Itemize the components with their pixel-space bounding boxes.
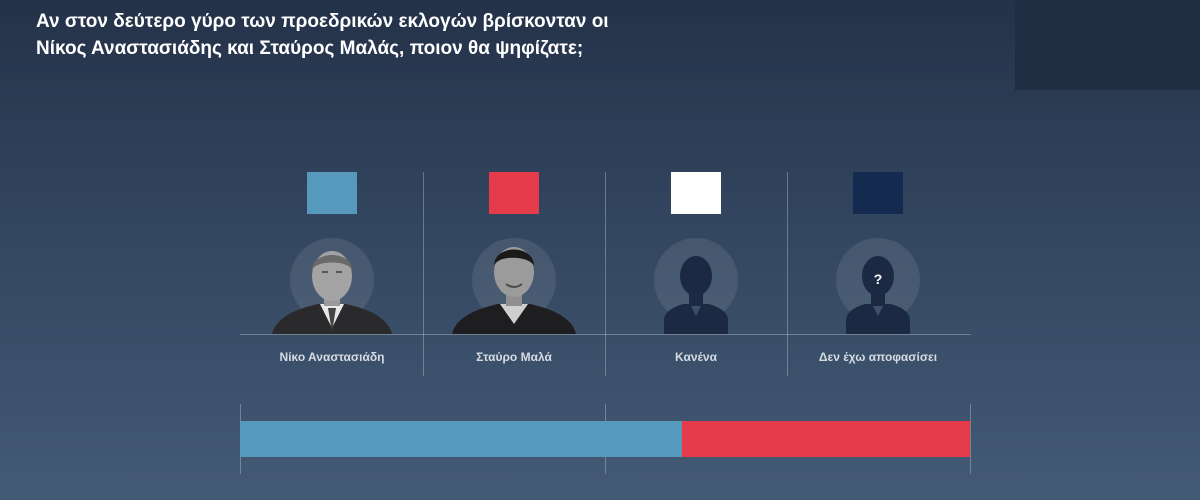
column-divider (605, 172, 606, 376)
legend-swatch-none (671, 172, 721, 214)
anastasiades-photo (272, 251, 392, 334)
stacked-bar (240, 421, 970, 457)
column-divider (787, 172, 788, 376)
person-question-icon: ? (846, 256, 910, 334)
question-mark: ? (874, 271, 883, 287)
title-line-1: Αν στον δεύτερο γύρο των προεδρικών εκλο… (36, 11, 609, 32)
legend-swatch-malas (489, 172, 539, 214)
bar-segment-anastasiades (240, 421, 682, 457)
bar-frame-right (970, 404, 971, 474)
column-divider (423, 172, 424, 376)
legend-label-none: Κανένα (675, 350, 717, 364)
legend-swatch-anastasiades (307, 172, 357, 214)
legend-column-anastasiades: Νίκο Αναστασιάδη (241, 172, 423, 376)
person-silhouette-icon (664, 256, 728, 334)
legend-label-malas: Σταύρο Μαλά (476, 350, 552, 364)
bar-segment-malas (681, 421, 970, 457)
legend-column-none: Κανένα (605, 172, 787, 376)
malas-photo (452, 247, 576, 334)
legend-label-undecided: Δεν έχω αποφασίσει (818, 350, 938, 364)
legend-label-anastasiades: Νίκο Αναστασιάδη (279, 350, 385, 364)
legend-column-undecided: ? Δεν έχω αποφασίσει (787, 172, 969, 376)
chart-title: Αν στον δεύτερο γύρο των προεδρικών εκλο… (36, 8, 796, 62)
legend-column-malas: Σταύρο Μαλά (423, 172, 605, 376)
title-line-2: Νίκος Αναστασιάδης και Σταύρος Μαλάς, πο… (36, 38, 584, 59)
corner-panel (1015, 0, 1200, 90)
legend-swatch-undecided (853, 172, 903, 214)
avatar-baseline (240, 334, 971, 335)
